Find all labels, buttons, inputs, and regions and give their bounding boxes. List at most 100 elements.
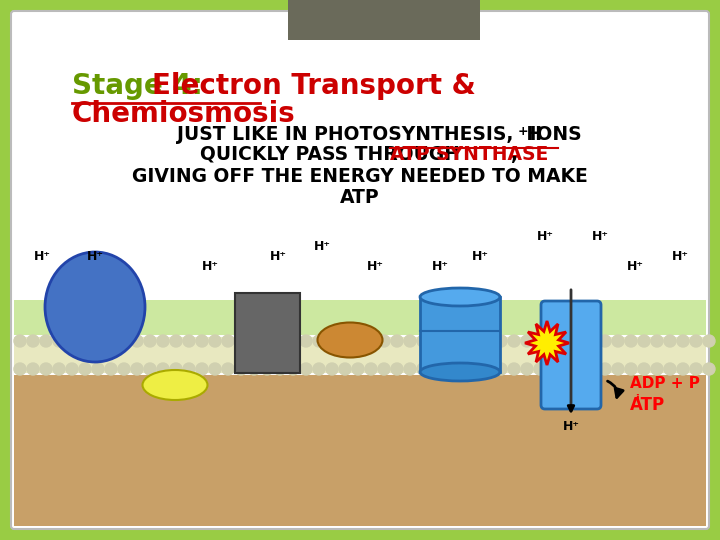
Text: Chemiosmosis: Chemiosmosis [72, 100, 296, 128]
Circle shape [66, 335, 78, 347]
Bar [288, 14, 480, 40]
Circle shape [586, 335, 598, 347]
Text: ,: , [510, 145, 517, 164]
Circle shape [274, 335, 286, 347]
Circle shape [443, 363, 455, 375]
Circle shape [27, 363, 39, 375]
Text: IONS: IONS [523, 125, 582, 144]
Text: H⁺: H⁺ [536, 231, 554, 244]
Circle shape [183, 363, 195, 375]
Circle shape [183, 335, 195, 347]
Text: Electron Transport &: Electron Transport & [152, 72, 476, 100]
Text: H⁺: H⁺ [626, 260, 644, 273]
Circle shape [573, 335, 585, 347]
Circle shape [365, 335, 377, 347]
Text: Stage 4:: Stage 4: [72, 72, 212, 100]
Circle shape [586, 363, 598, 375]
Text: GIVING OFF THE ENERGY NEEDED TO MAKE: GIVING OFF THE ENERGY NEEDED TO MAKE [132, 167, 588, 186]
Circle shape [469, 335, 481, 347]
Text: H⁺: H⁺ [202, 260, 218, 273]
Circle shape [625, 363, 637, 375]
Ellipse shape [420, 363, 500, 381]
Circle shape [703, 363, 715, 375]
Circle shape [404, 363, 416, 375]
Circle shape [469, 363, 481, 375]
FancyBboxPatch shape [541, 301, 601, 409]
Circle shape [521, 363, 533, 375]
Circle shape [261, 335, 273, 347]
Circle shape [209, 335, 221, 347]
Bar [14, 14, 706, 300]
Circle shape [222, 363, 234, 375]
Text: ATP SYNTHASE: ATP SYNTHASE [390, 145, 548, 164]
Circle shape [495, 335, 507, 347]
Circle shape [300, 363, 312, 375]
Circle shape [378, 335, 390, 347]
Text: H⁺: H⁺ [562, 421, 580, 434]
Circle shape [157, 363, 169, 375]
Text: H⁺: H⁺ [269, 251, 287, 264]
Circle shape [131, 335, 143, 347]
Text: H⁺: H⁺ [34, 251, 50, 264]
Circle shape [534, 335, 546, 347]
Circle shape [144, 363, 156, 375]
FancyBboxPatch shape [11, 11, 709, 529]
Circle shape [248, 335, 260, 347]
Circle shape [378, 363, 390, 375]
Circle shape [430, 335, 442, 347]
Circle shape [508, 363, 520, 375]
Circle shape [690, 335, 702, 347]
Circle shape [196, 363, 208, 375]
Circle shape [456, 363, 468, 375]
Circle shape [287, 363, 299, 375]
Circle shape [313, 335, 325, 347]
Circle shape [53, 363, 65, 375]
Circle shape [547, 335, 559, 347]
Circle shape [40, 335, 52, 347]
FancyArrowPatch shape [608, 381, 623, 397]
Circle shape [625, 335, 637, 347]
Circle shape [118, 335, 130, 347]
Circle shape [27, 335, 39, 347]
Circle shape [170, 335, 182, 347]
Text: H⁺: H⁺ [472, 251, 488, 264]
Circle shape [651, 363, 663, 375]
Text: H⁺: H⁺ [313, 240, 330, 253]
Circle shape [235, 335, 247, 347]
Circle shape [235, 363, 247, 375]
Circle shape [690, 363, 702, 375]
Circle shape [612, 335, 624, 347]
Circle shape [456, 335, 468, 347]
Circle shape [248, 363, 260, 375]
Bar [288, 0, 480, 40]
Text: +: + [518, 125, 528, 138]
Circle shape [131, 363, 143, 375]
Circle shape [157, 335, 169, 347]
Circle shape [222, 335, 234, 347]
Circle shape [339, 335, 351, 347]
Circle shape [326, 363, 338, 375]
Circle shape [53, 335, 65, 347]
Polygon shape [525, 321, 569, 365]
Circle shape [482, 363, 494, 375]
Circle shape [638, 335, 650, 347]
Circle shape [430, 363, 442, 375]
Bar [14, 14, 706, 335]
Circle shape [352, 363, 364, 375]
Text: ADP + P: ADP + P [630, 375, 700, 390]
Circle shape [79, 363, 91, 375]
Circle shape [495, 363, 507, 375]
Circle shape [92, 363, 104, 375]
Circle shape [508, 335, 520, 347]
Circle shape [14, 335, 26, 347]
Circle shape [300, 335, 312, 347]
Circle shape [144, 335, 156, 347]
Circle shape [209, 363, 221, 375]
Text: QUICKLY PASS THROUGH: QUICKLY PASS THROUGH [200, 145, 467, 164]
Circle shape [599, 335, 611, 347]
Circle shape [638, 363, 650, 375]
Circle shape [326, 335, 338, 347]
Circle shape [352, 335, 364, 347]
Circle shape [79, 335, 91, 347]
Circle shape [677, 363, 689, 375]
